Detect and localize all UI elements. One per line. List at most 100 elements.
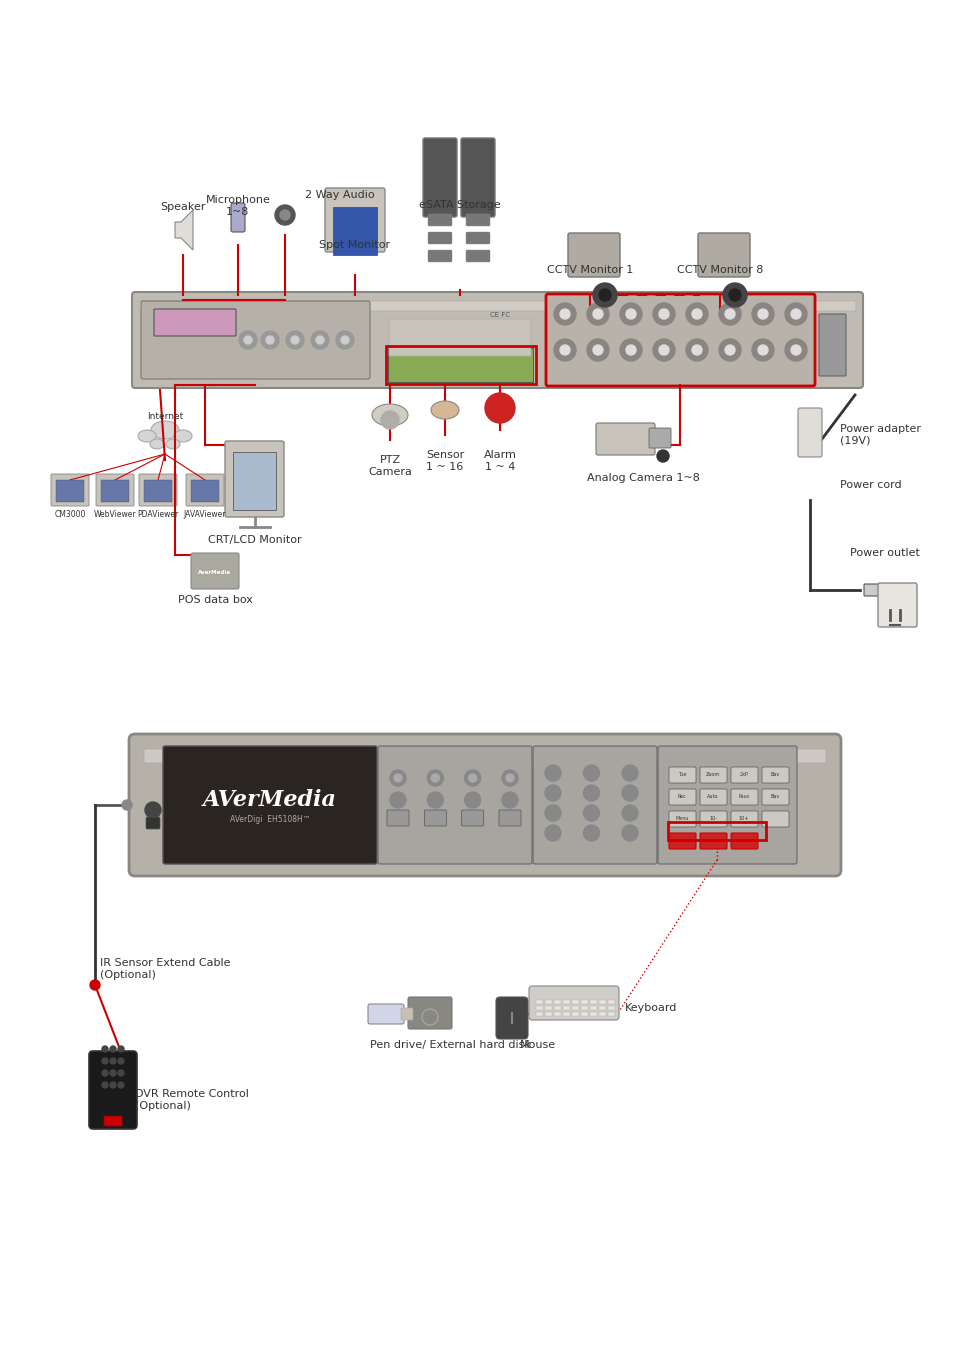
FancyBboxPatch shape — [598, 1000, 605, 1004]
FancyBboxPatch shape — [533, 747, 657, 864]
FancyBboxPatch shape — [139, 474, 177, 506]
Circle shape — [544, 765, 560, 782]
Circle shape — [559, 309, 569, 319]
FancyBboxPatch shape — [589, 1006, 597, 1010]
Circle shape — [505, 774, 514, 782]
Text: Bav: Bav — [770, 795, 779, 799]
Circle shape — [751, 302, 773, 325]
Circle shape — [244, 336, 252, 344]
Text: 2xP: 2xP — [739, 772, 748, 778]
Circle shape — [118, 1071, 124, 1076]
Text: DVR Remote Control
(Optional): DVR Remote Control (Optional) — [135, 1089, 249, 1111]
Text: Power cord: Power cord — [840, 481, 901, 490]
Text: Power adapter
(19V): Power adapter (19V) — [840, 424, 920, 446]
FancyBboxPatch shape — [225, 441, 284, 517]
Circle shape — [583, 825, 598, 841]
FancyBboxPatch shape — [562, 1000, 569, 1004]
Circle shape — [728, 289, 740, 301]
Circle shape — [593, 284, 617, 306]
Text: 10+: 10+ — [738, 817, 748, 822]
FancyBboxPatch shape — [589, 1000, 597, 1004]
Circle shape — [790, 309, 801, 319]
FancyBboxPatch shape — [572, 1000, 578, 1004]
FancyBboxPatch shape — [572, 1006, 578, 1010]
FancyBboxPatch shape — [700, 833, 726, 849]
Text: 2 Way Audio: 2 Way Audio — [305, 190, 375, 200]
FancyBboxPatch shape — [377, 747, 532, 864]
Circle shape — [102, 1071, 108, 1076]
FancyBboxPatch shape — [191, 554, 239, 589]
Circle shape — [484, 393, 515, 423]
Circle shape — [751, 339, 773, 360]
FancyBboxPatch shape — [146, 817, 160, 829]
Circle shape — [118, 1081, 124, 1088]
Circle shape — [621, 825, 638, 841]
Text: Tue: Tue — [677, 772, 685, 778]
Text: WebViewer: WebViewer — [93, 510, 136, 518]
Circle shape — [394, 774, 401, 782]
FancyBboxPatch shape — [139, 301, 855, 310]
Circle shape — [685, 302, 707, 325]
FancyBboxPatch shape — [562, 1012, 569, 1017]
FancyBboxPatch shape — [141, 301, 370, 379]
Circle shape — [544, 784, 560, 801]
Circle shape — [719, 339, 740, 360]
Text: Internet: Internet — [147, 412, 183, 421]
Circle shape — [110, 1081, 116, 1088]
FancyBboxPatch shape — [596, 423, 655, 455]
Text: Microphone
1~8: Microphone 1~8 — [205, 194, 270, 216]
Circle shape — [501, 792, 517, 809]
Circle shape — [621, 805, 638, 821]
Circle shape — [274, 205, 294, 225]
Text: Alarm
1 ~ 4: Alarm 1 ~ 4 — [483, 450, 516, 471]
Text: Rec: Rec — [677, 795, 685, 799]
FancyBboxPatch shape — [129, 734, 841, 876]
FancyBboxPatch shape — [544, 1000, 552, 1004]
FancyBboxPatch shape — [607, 1012, 615, 1017]
Circle shape — [625, 346, 636, 355]
FancyBboxPatch shape — [554, 1006, 560, 1010]
Text: Auto: Auto — [706, 795, 718, 799]
FancyBboxPatch shape — [730, 811, 758, 828]
FancyBboxPatch shape — [730, 767, 758, 783]
Text: Pen drive/ External hard disk: Pen drive/ External hard disk — [369, 1040, 530, 1050]
Text: Analog Camera 1~8: Analog Camera 1~8 — [586, 472, 699, 483]
FancyBboxPatch shape — [580, 1012, 587, 1017]
Text: Mouse: Mouse — [519, 1040, 556, 1050]
Text: Zoom: Zoom — [705, 772, 720, 778]
FancyBboxPatch shape — [698, 234, 749, 277]
Circle shape — [266, 336, 274, 344]
FancyBboxPatch shape — [428, 215, 452, 225]
FancyBboxPatch shape — [797, 408, 821, 458]
FancyBboxPatch shape — [144, 749, 825, 763]
Circle shape — [619, 339, 641, 360]
FancyBboxPatch shape — [658, 747, 796, 864]
FancyBboxPatch shape — [233, 452, 275, 510]
Circle shape — [118, 1058, 124, 1064]
Circle shape — [291, 336, 298, 344]
Text: Speaker: Speaker — [160, 202, 206, 212]
FancyBboxPatch shape — [668, 833, 696, 849]
Text: Power outlet: Power outlet — [849, 548, 919, 558]
Circle shape — [90, 980, 100, 990]
Circle shape — [311, 331, 329, 350]
Text: CCTV Monitor 8: CCTV Monitor 8 — [676, 265, 762, 275]
Circle shape — [583, 784, 598, 801]
FancyBboxPatch shape — [408, 998, 452, 1029]
FancyBboxPatch shape — [580, 1000, 587, 1004]
FancyBboxPatch shape — [536, 1006, 542, 1010]
Circle shape — [315, 336, 324, 344]
Circle shape — [691, 309, 701, 319]
FancyBboxPatch shape — [144, 481, 172, 502]
Text: Bav: Bav — [770, 772, 779, 778]
FancyBboxPatch shape — [700, 767, 726, 783]
FancyBboxPatch shape — [668, 788, 696, 805]
FancyBboxPatch shape — [589, 1012, 597, 1017]
Circle shape — [380, 410, 398, 429]
Circle shape — [431, 774, 439, 782]
FancyBboxPatch shape — [325, 188, 385, 252]
Text: Keyboard: Keyboard — [624, 1003, 677, 1012]
Circle shape — [593, 309, 602, 319]
FancyBboxPatch shape — [498, 810, 520, 826]
Circle shape — [583, 765, 598, 782]
